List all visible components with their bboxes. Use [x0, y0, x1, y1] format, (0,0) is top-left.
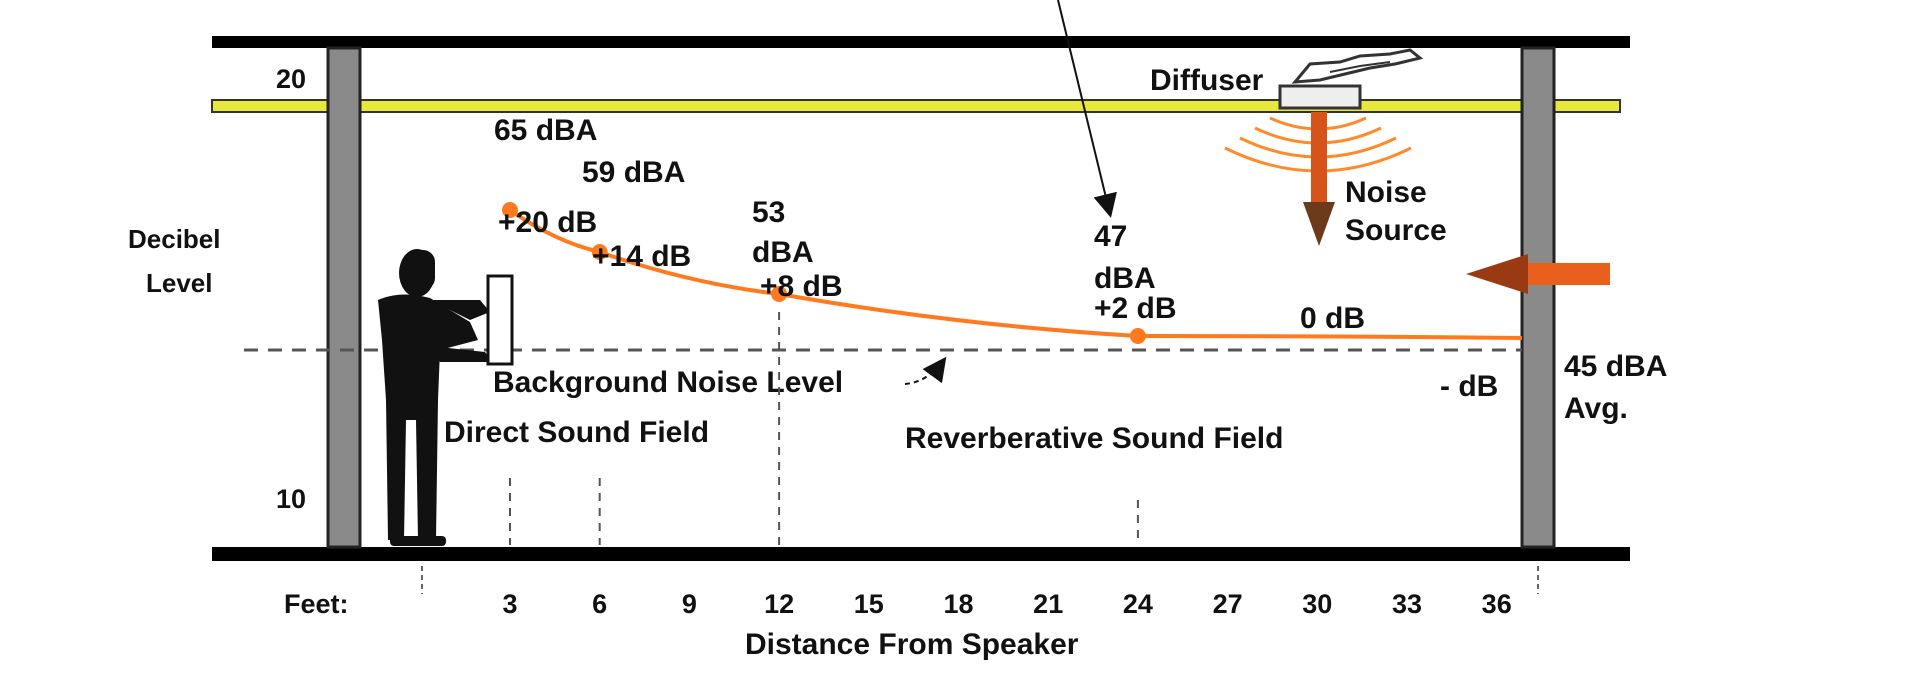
y-tick-group: 102030405060708090 [276, 64, 306, 514]
data-points [502, 202, 1146, 344]
data-point [1129, 328, 1146, 344]
x-tick-label: 3 [502, 589, 517, 619]
x-axis-title: Distance From Speaker [745, 628, 1079, 661]
noise-source-arrow-icon [1303, 112, 1335, 246]
y-tick-label: 20 [276, 64, 306, 94]
data-label-unit: dBA [752, 236, 814, 269]
right-column [1520, 46, 1556, 549]
data-label-value: 65 dBA [494, 114, 597, 147]
x-tick-label: 30 [1302, 589, 1332, 619]
zero-db-label: 0 dB [1300, 302, 1365, 335]
data-label-unit: dBA [1094, 262, 1156, 295]
diffuser-label: Diffuser [1150, 64, 1264, 97]
speaker-silhouette-icon [378, 249, 492, 546]
y-axis-label-line1: Decibel [128, 224, 221, 254]
data-point [591, 244, 608, 260]
x-tick-label: 21 [1033, 589, 1063, 619]
diffuser-icon [1278, 48, 1424, 110]
y-tick-label: 10 [276, 484, 306, 514]
data-label-delta: +20 dB [498, 206, 597, 239]
x-tick-label: 6 [592, 589, 607, 619]
data-label-delta: +14 dB [592, 240, 691, 273]
background-noise-label: Background Noise Level [493, 366, 843, 399]
avg-label-line1: 45 dBA [1564, 350, 1667, 383]
ceiling-grid-rail [211, 99, 1621, 113]
data-label-delta: +8 dB [760, 270, 843, 303]
x-tick-label: 12 [764, 589, 794, 619]
x-tick-label: 33 [1392, 589, 1422, 619]
x-tick-label: 36 [1482, 589, 1512, 619]
data-label-delta: +2 dB [1094, 292, 1177, 325]
left-column [326, 46, 362, 549]
x-tick-group: 3 6 9 12 15 18 21 24 27 30 33 36 [502, 589, 1511, 619]
sound-meter-icon [486, 274, 514, 366]
direct-field-label: Direct Sound Field [444, 416, 709, 449]
pointer-line [1057, 0, 1117, 218]
x-tick-label: 24 [1123, 589, 1153, 619]
data-point [502, 202, 518, 218]
data-label-value: 53 [752, 196, 785, 229]
noise-source-label-2: Source [1345, 214, 1447, 247]
background-noise-pointer [904, 356, 947, 385]
floor-beam [212, 547, 1630, 561]
avg-label-line2: Avg. [1564, 392, 1628, 425]
ceiling-beam [212, 36, 1630, 48]
distance-guides [509, 312, 1139, 545]
noise-source-label-1: Noise [1345, 176, 1427, 209]
x-tick-label: 18 [943, 589, 973, 619]
data-label-value: 59 dBA [582, 156, 685, 189]
minus-db-label: - dB [1440, 370, 1498, 403]
y-axis-label-line2: Level [146, 268, 213, 298]
incoming-noise-arrow-icon [1466, 254, 1610, 294]
x-tick-label: 15 [854, 589, 884, 619]
x-axis-feet-label: Feet: [284, 589, 349, 619]
x-tick-label: 9 [682, 589, 697, 619]
data-label-value: 47 [1094, 220, 1127, 253]
x-tick-label: 27 [1213, 589, 1243, 619]
reverb-field-label: Reverberative Sound Field [905, 422, 1283, 455]
data-point [771, 286, 788, 302]
